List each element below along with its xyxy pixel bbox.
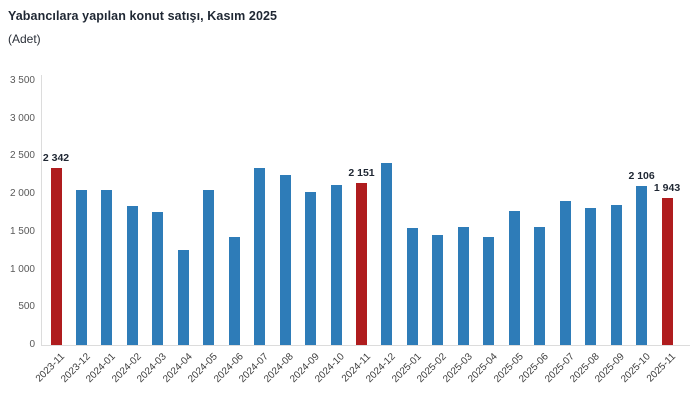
- y-axis-tick-label: 500: [18, 301, 35, 313]
- bar-2025-03[interactable]: [457, 226, 469, 345]
- bar-2024-11[interactable]: [356, 182, 368, 345]
- bar-value-label: 2 106: [628, 170, 655, 183]
- bar-2024-01[interactable]: [101, 189, 113, 345]
- y-axis-tick-label: 2 000: [9, 188, 35, 200]
- y-axis-tick-label: 1 000: [9, 263, 35, 275]
- bar-2025-06[interactable]: [534, 227, 546, 345]
- bar-2024-07[interactable]: [254, 168, 266, 345]
- y-axis-tick-label: 3 000: [9, 112, 35, 124]
- y-axis-tick-label: 0: [29, 339, 35, 350]
- bar-2024-04[interactable]: [177, 249, 189, 345]
- chart-unit-label: (Adet): [8, 32, 41, 46]
- bar-chart-plot: 0 500 1 000 1 500 2 000 2 500 3 000 3 500 2023-…: [10, 75, 690, 385]
- bar-2025-04[interactable]: [483, 236, 495, 345]
- bar-2023-12[interactable]: [75, 189, 87, 345]
- chart-title: Yabancılara yapılan konut satışı, Kasım …: [8, 9, 278, 23]
- bar-value-label: 1 943: [653, 182, 681, 195]
- bar-2024-05[interactable]: [203, 189, 215, 345]
- y-axis-tick-label: 3 500: [9, 75, 35, 86]
- bar-2025-07[interactable]: [559, 200, 571, 345]
- y-axis-tick-label: 2 500: [9, 150, 35, 162]
- bar-2025-02[interactable]: [432, 235, 444, 345]
- bar-2024-06[interactable]: [228, 237, 240, 345]
- bar-2025-11[interactable]: [661, 198, 673, 345]
- bar-2024-02[interactable]: [126, 205, 138, 345]
- bar-2025-08[interactable]: [585, 208, 597, 345]
- bar-2025-05[interactable]: [508, 211, 520, 345]
- bar-value-label: 2 342: [42, 152, 70, 165]
- bar-2024-08[interactable]: [279, 174, 291, 345]
- bar-2023-11[interactable]: [50, 168, 62, 345]
- y-axis-tick-label: 1 500: [9, 225, 35, 237]
- bar-2025-10[interactable]: [636, 186, 648, 345]
- bar-2025-09[interactable]: [610, 204, 622, 345]
- bar-2024-03[interactable]: [152, 211, 164, 345]
- bar-2024-10[interactable]: [330, 184, 342, 345]
- bar-value-label: 2 151: [348, 166, 375, 179]
- bar-2024-12[interactable]: [381, 162, 393, 345]
- bar-2025-01[interactable]: [406, 228, 418, 345]
- bar-2024-09[interactable]: [305, 191, 317, 345]
